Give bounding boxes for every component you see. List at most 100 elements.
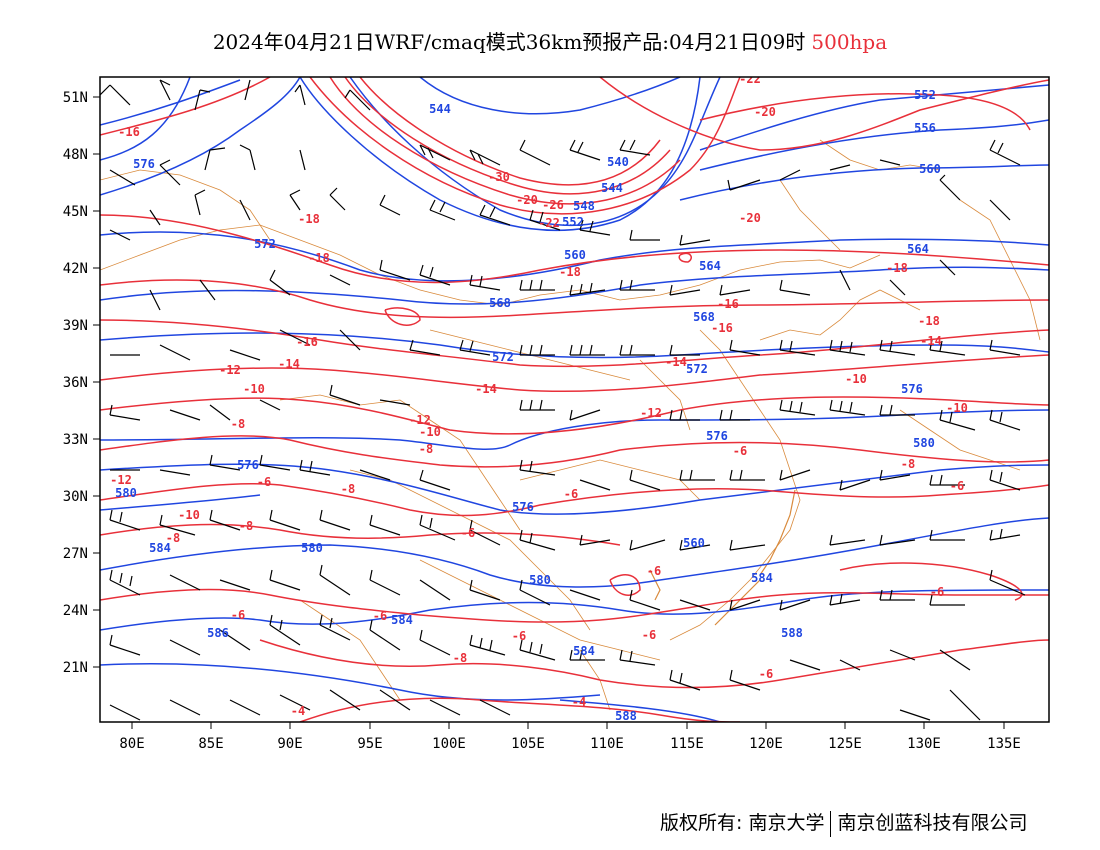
- temp-label: -14: [278, 357, 300, 371]
- lat-label: 45N: [63, 204, 88, 220]
- temp-label: -22: [538, 216, 560, 230]
- height-label: 584: [573, 644, 595, 658]
- lat-label: 33N: [63, 432, 88, 448]
- temp-label: -12: [219, 363, 241, 377]
- temp-label: -6: [733, 444, 747, 458]
- height-label: 576: [901, 382, 923, 396]
- height-label: 568: [693, 310, 715, 324]
- temp-label: -10: [178, 508, 200, 522]
- title-level: 500hpa: [811, 30, 888, 54]
- latitude-labels: 51N 48N 45N 42N 39N 36N 33N 30N 27N 24N …: [63, 90, 88, 676]
- temp-label: -8: [239, 519, 253, 533]
- temp-label: -4: [291, 704, 305, 718]
- height-label: 572: [686, 362, 708, 376]
- temp-label: -6: [930, 585, 944, 599]
- height-label: 544: [429, 102, 451, 116]
- lon-label: 135E: [987, 736, 1021, 752]
- temp-label: -16: [717, 297, 739, 311]
- map-frame: [99, 76, 1050, 723]
- wind-barbs: [100, 79, 1026, 721]
- temp-label: -16: [296, 335, 318, 349]
- height-label: 540: [607, 155, 629, 169]
- temp-label: -10: [243, 382, 265, 396]
- lat-label: 24N: [63, 603, 88, 619]
- height-label: 560: [919, 162, 941, 176]
- temp-label: -8: [453, 651, 467, 665]
- temp-label: -12: [409, 413, 431, 427]
- temperature-labels: -16 -20 -22 -18 -30 -20 -26 -22 -18 -18 …: [110, 72, 968, 718]
- temp-label: -6: [512, 629, 526, 643]
- temp-label: -16: [711, 321, 733, 335]
- temp-label: -8: [901, 457, 915, 471]
- height-label: 548: [573, 199, 595, 213]
- height-label: 580: [529, 573, 551, 587]
- temp-label: -20: [516, 193, 538, 207]
- height-label: 572: [492, 350, 514, 364]
- lat-label: 36N: [63, 375, 88, 391]
- temp-label: -14: [665, 355, 687, 369]
- temp-label: -12: [640, 406, 662, 420]
- temp-label: -4: [572, 695, 586, 709]
- lon-label: 95E: [357, 736, 382, 752]
- temp-label: -8: [166, 531, 180, 545]
- lat-label: 42N: [63, 261, 88, 277]
- longitude-labels: 80E 85E 90E 95E 100E 105E 110E 115E 120E…: [119, 736, 1021, 752]
- temp-label: -16: [118, 125, 140, 139]
- height-label: 576: [706, 429, 728, 443]
- temp-label: -8: [341, 482, 355, 496]
- height-label: 584: [149, 541, 171, 555]
- temp-label: -20: [739, 211, 761, 225]
- lon-label: 80E: [119, 736, 144, 752]
- temp-label: -18: [918, 314, 940, 328]
- temp-label: -10: [946, 401, 968, 415]
- lat-label: 27N: [63, 546, 88, 562]
- height-label: 560: [564, 248, 586, 262]
- title-main: 2024年04月21日WRF/cmaq模式36km预报产品:04月21日09时: [212, 30, 806, 54]
- temp-label: -10: [419, 425, 441, 439]
- lon-label: 90E: [277, 736, 302, 752]
- temp-label: -6: [461, 526, 475, 540]
- lon-label: 115E: [670, 736, 704, 752]
- height-label: 588: [615, 709, 637, 723]
- height-label: 580: [913, 436, 935, 450]
- height-label: 576: [237, 458, 259, 472]
- height-label: 552: [914, 88, 936, 102]
- temp-label: -6: [257, 475, 271, 489]
- lon-label: 120E: [749, 736, 783, 752]
- temp-label: -6: [759, 667, 773, 681]
- lon-label: 130E: [907, 736, 941, 752]
- temp-label: -18: [886, 261, 908, 275]
- lon-label: 85E: [198, 736, 223, 752]
- height-label: 584: [751, 571, 773, 585]
- height-label: 572: [254, 237, 276, 251]
- temp-label: -22: [739, 72, 761, 86]
- island-outlines: [649, 489, 796, 626]
- temp-label: -6: [950, 479, 964, 493]
- lon-label: 110E: [590, 736, 624, 752]
- height-label: 580: [115, 486, 137, 500]
- temp-label: -12: [110, 473, 132, 487]
- temp-label: -20: [754, 105, 776, 119]
- temp-label: -6: [564, 487, 578, 501]
- temp-label: -30: [488, 170, 510, 184]
- height-label: 564: [699, 259, 721, 273]
- temp-label: -6: [231, 608, 245, 622]
- height-label: 544: [601, 181, 623, 195]
- copyright-company: 南京创蓝科技有限公司: [837, 812, 1028, 834]
- temp-label: -6: [373, 609, 387, 623]
- temp-label: -14: [920, 334, 942, 348]
- temp-label: -10: [845, 372, 867, 386]
- height-label: 568: [489, 296, 511, 310]
- temp-label: -18: [559, 265, 581, 279]
- copyright-footer: 版权所有: 南京大学 南京创蓝科技有限公司: [660, 808, 1027, 837]
- height-label: 586: [207, 626, 229, 640]
- height-label: 584: [391, 613, 413, 627]
- lat-label: 30N: [63, 489, 88, 505]
- lat-label: 21N: [63, 660, 88, 676]
- lat-label: 39N: [63, 318, 88, 334]
- height-label: 560: [683, 536, 705, 550]
- height-label: 588: [781, 626, 803, 640]
- height-label: 576: [512, 500, 534, 514]
- height-label: 552: [562, 215, 584, 229]
